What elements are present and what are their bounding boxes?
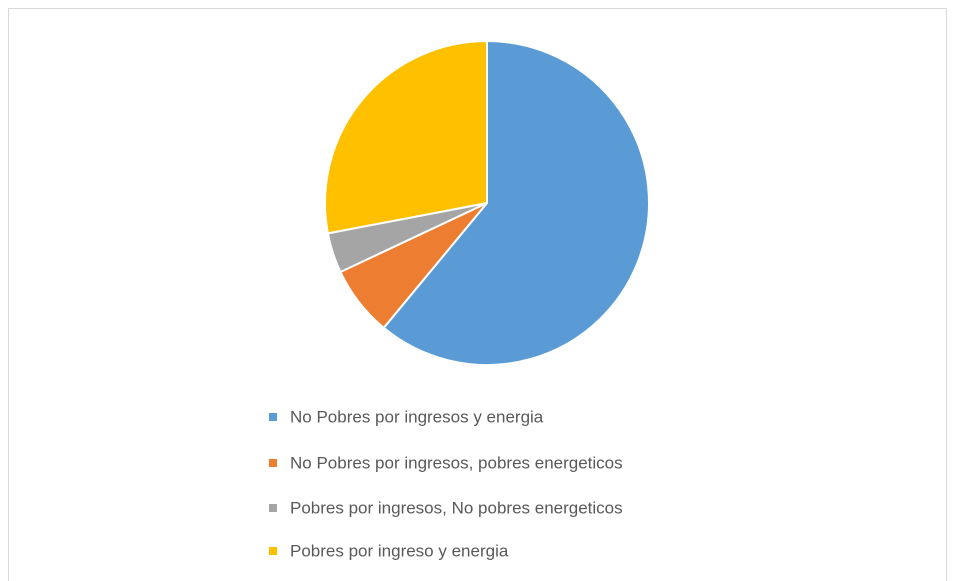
legend-label: Pobres por ingresos, No pobres energetic…: [290, 498, 623, 517]
pie-slice: [324, 39, 488, 235]
legend-swatch: [269, 459, 277, 467]
legend-label: Pobres por ingreso y energia: [290, 541, 509, 560]
legend-swatch: [269, 504, 277, 512]
legend-swatch: [269, 547, 277, 555]
pie-slice: [382, 39, 650, 366]
legend-label: No Pobres por ingresos y energia: [290, 407, 544, 426]
legend-label: No Pobres por ingresos, pobres energetic…: [290, 453, 623, 472]
legend-swatch: [269, 413, 277, 421]
